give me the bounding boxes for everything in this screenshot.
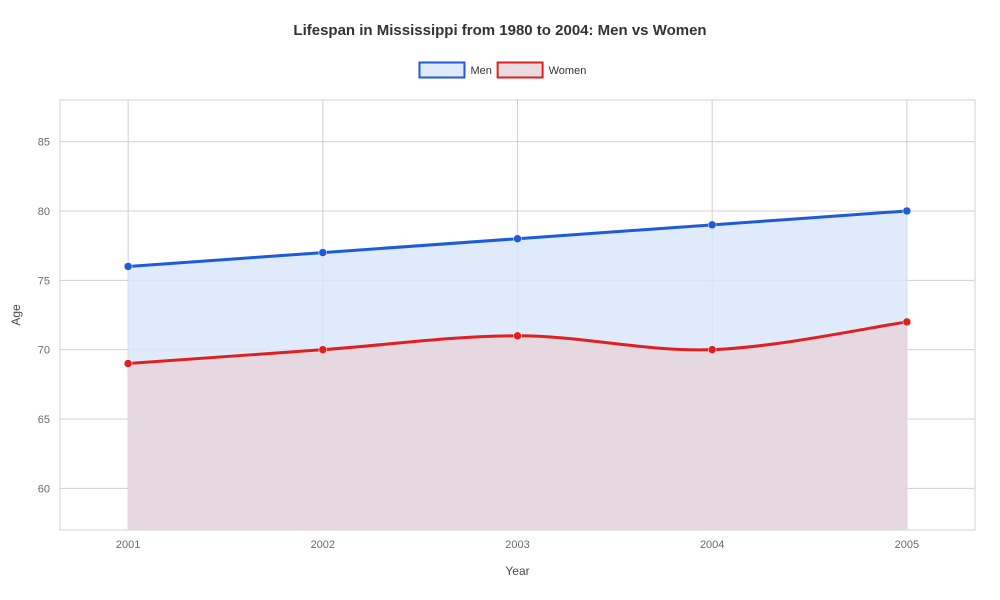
marker-women <box>124 360 132 368</box>
marker-women <box>903 318 911 326</box>
y-axis-label: Age <box>9 304 23 326</box>
y-tick-label: 70 <box>38 345 50 357</box>
marker-women <box>319 346 327 354</box>
x-tick-label: 2003 <box>505 539 529 551</box>
x-tick-label: 2005 <box>895 539 919 551</box>
chart-title: Lifespan in Mississippi from 1980 to 200… <box>293 22 706 39</box>
y-tick-label: 75 <box>38 275 50 287</box>
marker-men <box>514 235 522 243</box>
marker-men <box>124 262 132 270</box>
x-axis-label: Year <box>505 564 529 578</box>
y-tick-label: 60 <box>38 483 50 495</box>
marker-men <box>708 221 716 229</box>
marker-women <box>708 346 716 354</box>
marker-men <box>319 249 327 257</box>
y-tick-label: 65 <box>38 414 50 426</box>
x-tick-label: 2004 <box>700 539 724 551</box>
legend-swatch-women <box>498 63 543 78</box>
chart-container: Lifespan in Mississippi from 1980 to 200… <box>0 0 1000 600</box>
legend-swatch-men <box>419 63 464 78</box>
legend-label-women: Women <box>549 65 587 77</box>
x-tick-label: 2002 <box>311 539 335 551</box>
legend-label-men: Men <box>470 65 491 77</box>
y-tick-label: 85 <box>38 137 50 149</box>
marker-women <box>514 332 522 340</box>
y-tick-label: 80 <box>38 206 50 218</box>
marker-men <box>903 207 911 215</box>
x-tick-label: 2001 <box>116 539 140 551</box>
lifespan-chart: Lifespan in Mississippi from 1980 to 200… <box>0 0 1000 600</box>
